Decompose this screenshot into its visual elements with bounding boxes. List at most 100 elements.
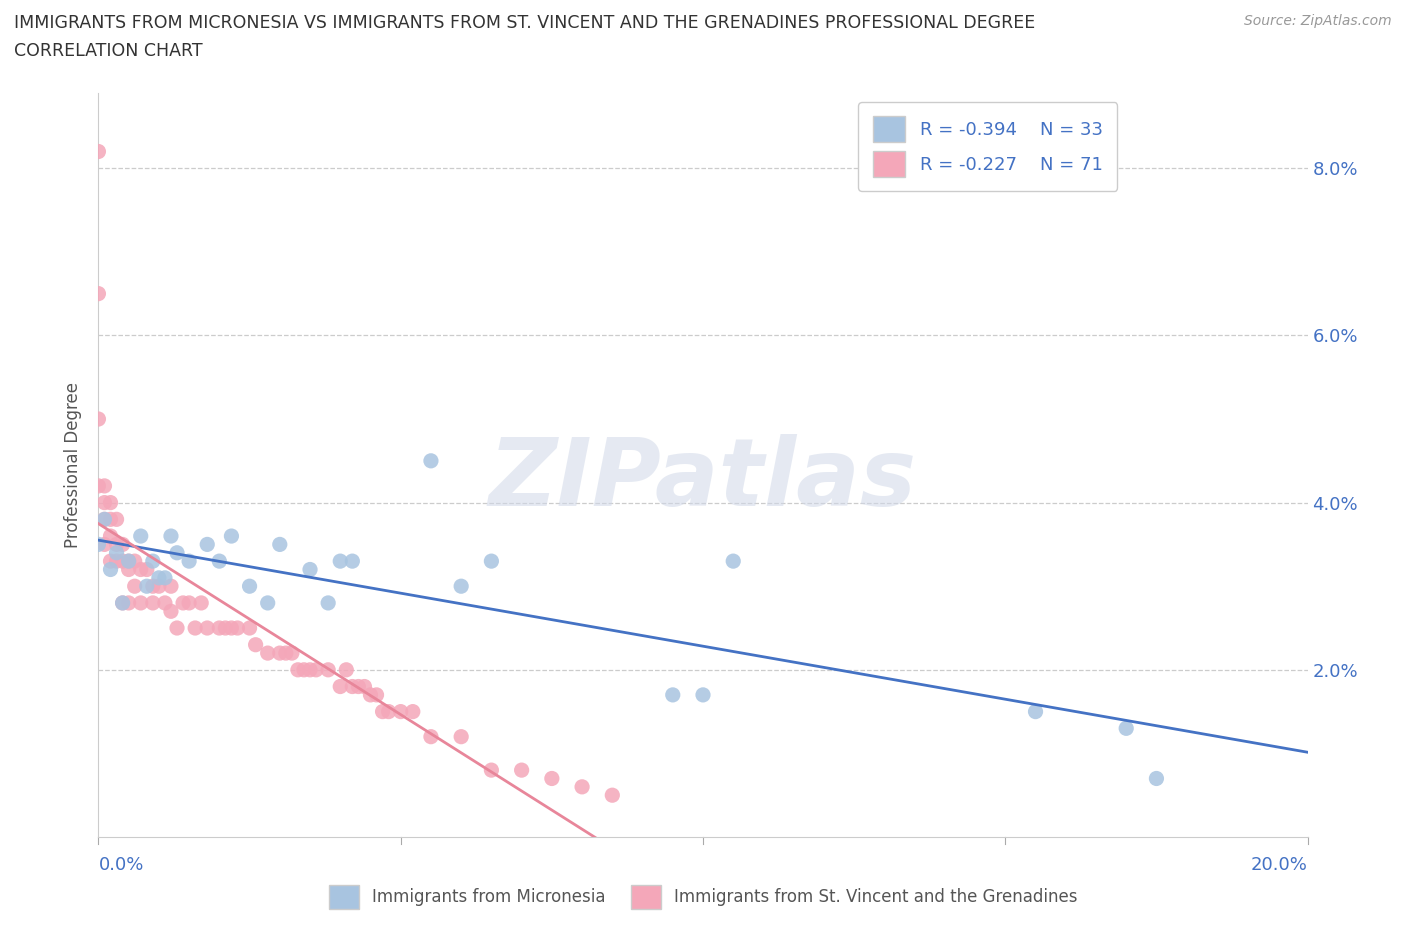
- Point: [100, 553, 122, 568]
- Point: [269, 537, 291, 551]
- Point: [214, 620, 236, 635]
- Point: [360, 687, 382, 702]
- Point: [195, 620, 218, 635]
- Point: [124, 553, 146, 568]
- Point: [166, 620, 188, 635]
- Point: [111, 553, 134, 568]
- Point: [256, 645, 278, 660]
- Point: [329, 679, 352, 694]
- Point: [105, 553, 128, 568]
- Point: [420, 454, 443, 469]
- Point: [195, 537, 218, 551]
- Point: [342, 553, 364, 568]
- Point: [105, 545, 128, 560]
- Point: [87, 144, 110, 159]
- Point: [87, 478, 110, 493]
- Point: [347, 679, 370, 694]
- Point: [93, 512, 115, 526]
- Text: CORRELATION CHART: CORRELATION CHART: [14, 42, 202, 60]
- Point: [118, 595, 141, 610]
- Point: [371, 704, 394, 719]
- Point: [1024, 704, 1046, 719]
- Point: [329, 553, 352, 568]
- Point: [148, 570, 170, 585]
- Point: [723, 553, 745, 568]
- Point: [93, 495, 115, 510]
- Point: [281, 645, 304, 660]
- Point: [420, 729, 443, 744]
- Point: [118, 562, 141, 577]
- Point: [93, 478, 115, 493]
- Point: [208, 553, 231, 568]
- Point: [299, 662, 322, 677]
- Point: [129, 528, 152, 543]
- Point: [111, 537, 134, 551]
- Point: [166, 545, 188, 560]
- Point: [450, 578, 472, 593]
- Point: [316, 662, 339, 677]
- Point: [100, 512, 122, 526]
- Point: [160, 528, 183, 543]
- Y-axis label: Professional Degree: Professional Degree: [65, 382, 83, 548]
- Point: [661, 687, 683, 702]
- Point: [540, 771, 562, 786]
- Point: [100, 562, 122, 577]
- Point: [221, 528, 243, 543]
- Point: [100, 528, 122, 543]
- Point: [111, 595, 134, 610]
- Point: [481, 553, 503, 568]
- Point: [256, 595, 278, 610]
- Point: [208, 620, 231, 635]
- Point: [366, 687, 388, 702]
- Point: [179, 595, 201, 610]
- Point: [124, 578, 146, 593]
- Point: [481, 763, 503, 777]
- Point: [292, 662, 315, 677]
- Point: [221, 620, 243, 635]
- Point: [226, 620, 249, 635]
- Point: [87, 412, 110, 427]
- Text: 0.0%: 0.0%: [98, 856, 143, 873]
- Point: [142, 553, 165, 568]
- Point: [111, 595, 134, 610]
- Point: [1115, 721, 1137, 736]
- Point: [87, 286, 110, 301]
- Point: [153, 595, 176, 610]
- Legend: Immigrants from Micronesia, Immigrants from St. Vincent and the Grenadines: Immigrants from Micronesia, Immigrants f…: [321, 877, 1085, 917]
- Point: [87, 537, 110, 551]
- Point: [377, 704, 399, 719]
- Point: [142, 595, 165, 610]
- Point: [274, 645, 297, 660]
- Point: [129, 595, 152, 610]
- Point: [172, 595, 194, 610]
- Point: [353, 679, 375, 694]
- Point: [1144, 771, 1167, 786]
- Point: [148, 578, 170, 593]
- Point: [571, 779, 593, 794]
- Point: [510, 763, 533, 777]
- Point: [389, 704, 412, 719]
- Point: [160, 604, 183, 618]
- Point: [93, 537, 115, 551]
- Text: Source: ZipAtlas.com: Source: ZipAtlas.com: [1244, 14, 1392, 28]
- Point: [142, 578, 165, 593]
- Point: [450, 729, 472, 744]
- Point: [160, 578, 183, 593]
- Text: IMMIGRANTS FROM MICRONESIA VS IMMIGRANTS FROM ST. VINCENT AND THE GRENADINES PRO: IMMIGRANTS FROM MICRONESIA VS IMMIGRANTS…: [14, 14, 1035, 32]
- Point: [239, 578, 262, 593]
- Point: [316, 595, 339, 610]
- Point: [179, 553, 201, 568]
- Point: [190, 595, 212, 610]
- Point: [692, 687, 714, 702]
- Point: [287, 662, 309, 677]
- Point: [118, 553, 141, 568]
- Point: [105, 512, 128, 526]
- Point: [129, 562, 152, 577]
- Point: [335, 662, 357, 677]
- Point: [402, 704, 425, 719]
- Text: 20.0%: 20.0%: [1251, 856, 1308, 873]
- Point: [269, 645, 291, 660]
- Point: [184, 620, 207, 635]
- Point: [105, 537, 128, 551]
- Point: [305, 662, 328, 677]
